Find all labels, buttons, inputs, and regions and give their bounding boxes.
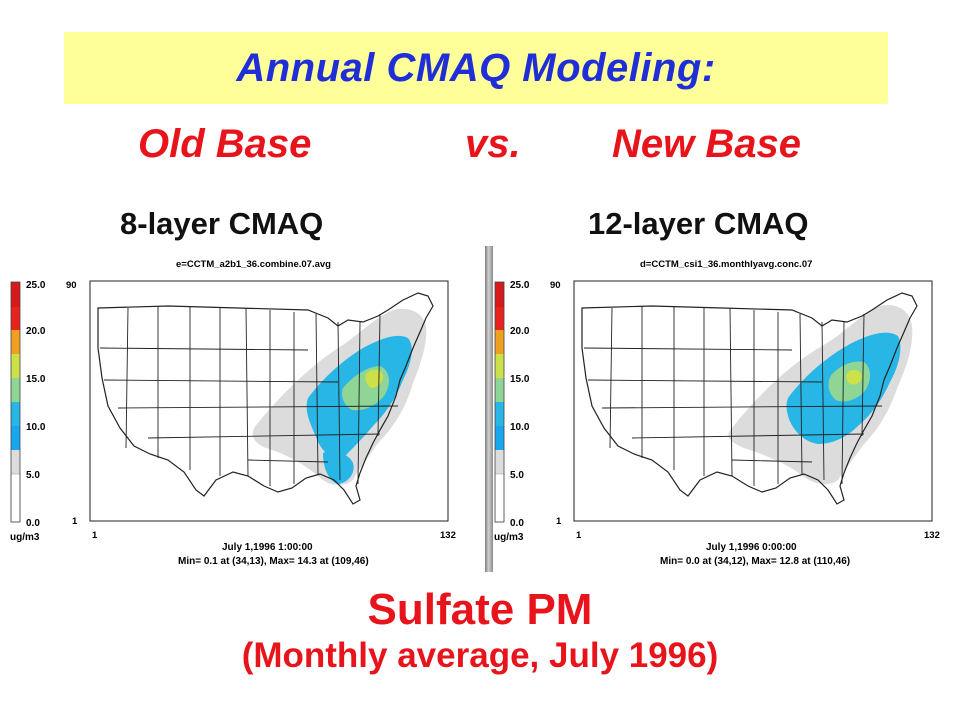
map-date-label: July 1,1996 1:00:00 [222,542,313,553]
plume-yellow [846,369,862,385]
right-map-svg: 25.0 20.0 15.0 10.0 5.0 0.0 ug/m3 d=CCTM… [494,259,940,567]
legend-tick: 10.0 [510,422,530,433]
panel-divider [485,246,493,572]
right-layer-label: 12-layer CMAQ [588,206,809,241]
legend-colorbar [494,281,505,523]
left-map-svg: 25.0 20.0 15.0 10.0 5.0 0.0 ug/m3 e=CCTM… [10,259,456,567]
map-file-label: d=CCTM_csi1_36.monthlyavg.conc.07 [640,259,812,270]
legend-tick: 5.0 [510,470,524,481]
new-base-label: New Base [612,122,801,166]
x-axis-right-label: 132 [440,530,456,541]
legend-tick: 15.0 [510,374,530,385]
map-file-label: e=CCTM_a2b1_36.combine.07.avg [176,259,331,270]
legend-tick: 25.0 [510,280,530,291]
old-base-label: Old Base [138,122,312,166]
x-axis-right-label: 132 [924,530,940,541]
monthly-average-subtitle: (Monthly average, July 1996) [241,636,719,675]
legend-tick: 0.0 [26,518,40,529]
x-axis-left-label: 1 [576,530,582,541]
left-map-panel: 25.0 20.0 15.0 10.0 5.0 0.0 ug/m3 e=CCTM… [8,248,478,572]
y-axis-top-label: 90 [550,280,561,291]
right-map-panel: 25.0 20.0 15.0 10.0 5.0 0.0 ug/m3 d=CCTM… [492,248,960,572]
legend-tick: 5.0 [26,470,40,481]
y-axis-bottom-label: 1 [556,516,562,527]
map-plot-area [89,280,449,522]
y-axis-bottom-label: 1 [72,516,78,527]
slide-title: Annual CMAQ Modeling: [236,45,716,90]
map-plot-area [573,280,933,522]
plume-blue-south [323,451,354,484]
legend-tick: 20.0 [26,326,46,337]
vs-label: vs. [465,122,521,166]
legend-tick: 20.0 [510,326,530,337]
map-minmax-label: Min= 0.0 at (34,12), Max= 12.8 at (110,4… [660,556,850,567]
legend-unit: ug/m3 [10,532,40,543]
x-axis-left-label: 1 [92,530,98,541]
map-date-label: July 1,1996 0:00:00 [706,542,797,553]
legend-tick: 0.0 [510,518,524,529]
y-axis-top-label: 90 [66,280,77,291]
legend-unit: ug/m3 [494,532,524,543]
legend-tick: 25.0 [26,280,46,291]
legend-tick: 10.0 [26,422,46,433]
legend-colorbar [10,281,21,523]
left-layer-label: 8-layer CMAQ [120,206,324,241]
title-banner: Annual CMAQ Modeling: [64,32,888,104]
legend-tick: 15.0 [26,374,46,385]
map-minmax-label: Min= 0.1 at (34,13), Max= 14.3 at (109,4… [178,556,369,567]
sulfate-pm-title: Sulfate PM [367,585,593,634]
